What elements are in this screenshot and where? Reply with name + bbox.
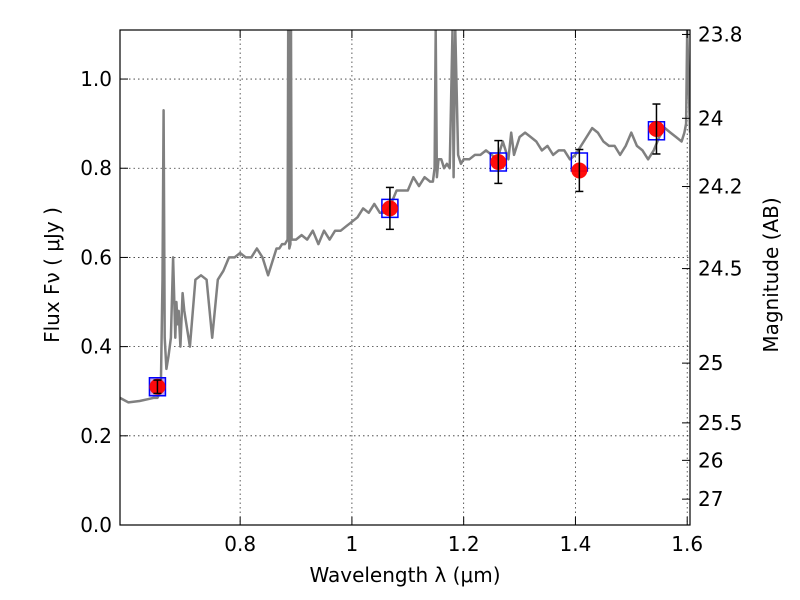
x-tick-label: 1.6 [671,532,703,556]
right-tick-label: 24.2 [698,175,743,199]
y-tick-label: 0.0 [80,513,112,537]
right-tick-label: 23.8 [698,22,743,46]
y-axis-label: Flux Fν ( μJy ) [40,207,64,343]
right-tick-label: 24.5 [698,257,743,281]
y-tick-label: 1.0 [80,67,112,91]
ticks-layer: 0.8 1 1.2 1.4 1.6 0.0 0.2 0.4 0.6 0.8 1.0 23.8 24 24.… [80,22,742,556]
x-tick-label: 1.4 [560,532,592,556]
y-tick-label: 0.8 [80,156,112,180]
right-tick-label: 25 [698,351,723,375]
right-tick-label: 24 [698,106,723,130]
right-axis-label: Magnitude (AB) [759,197,783,352]
right-tick-label: 26 [698,448,723,472]
x-tick-label: 0.8 [224,532,256,556]
y-tick-label: 0.6 [80,245,112,269]
right-tick-label: 27 [698,487,723,511]
right-tick-label: 25.5 [698,411,743,435]
x-tick-label: 1 [346,532,359,556]
x-tick-label: 1.2 [448,532,480,556]
x-axis-label: Wavelength λ (μm) [309,563,500,587]
grid-layer [120,30,690,526]
y-tick-label: 0.4 [80,335,112,359]
plot-frame [119,29,691,526]
y-tick-label: 0.2 [80,424,112,448]
points-layer [148,103,666,397]
